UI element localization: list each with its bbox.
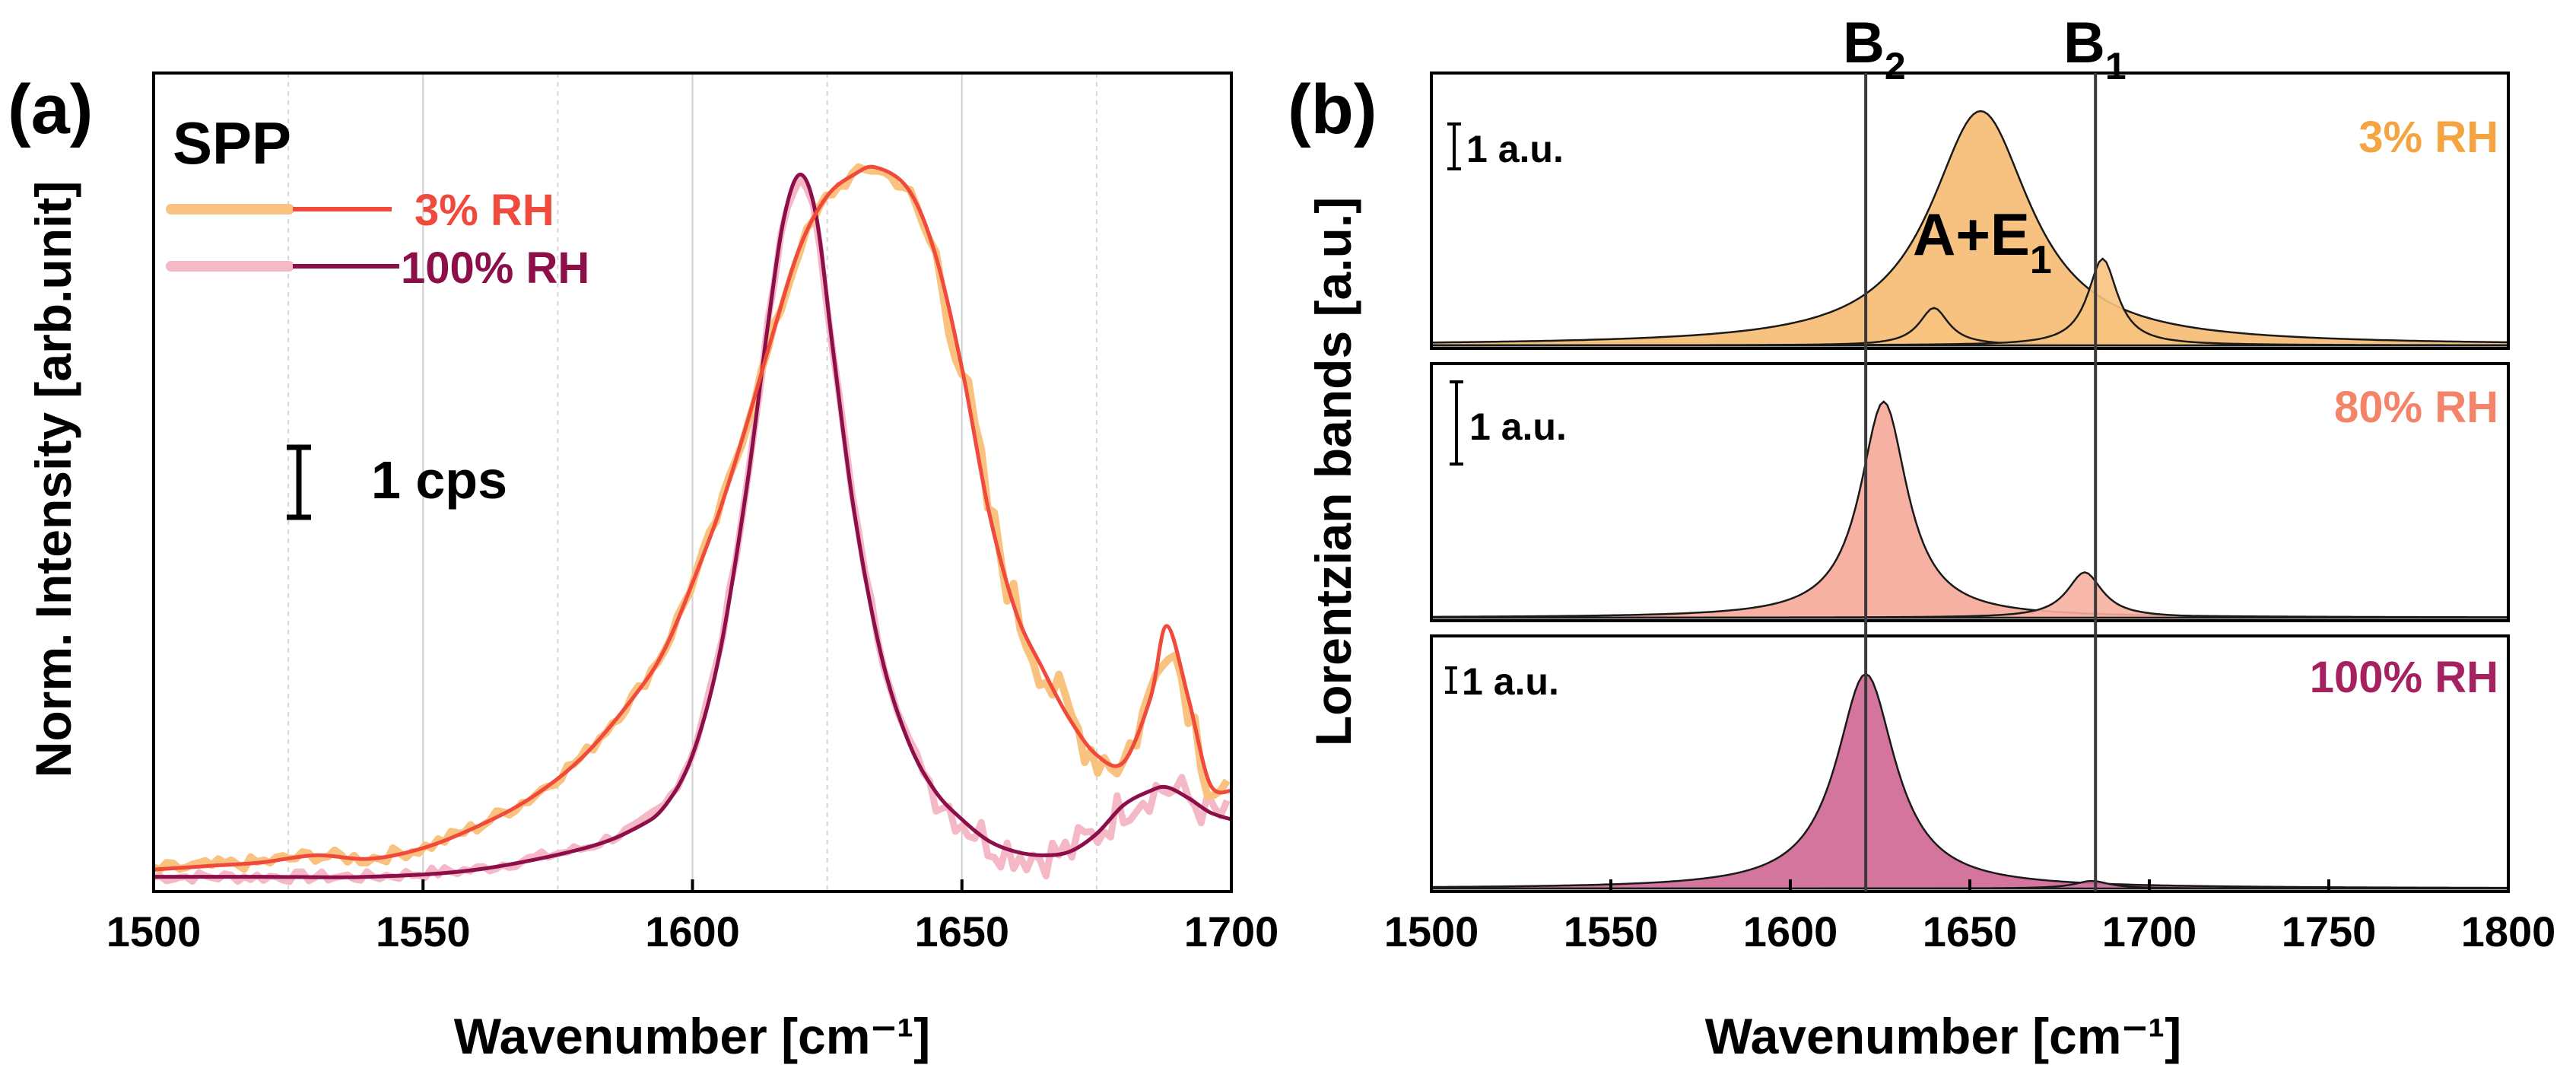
lorentzian-band — [1430, 571, 2510, 619]
ref-label-b2: B2 — [1843, 11, 1906, 87]
x-tick-label: 1550 — [1564, 908, 1659, 955]
scale-bar-label: 1 cps — [371, 450, 507, 510]
x-tick-label: 1500 — [106, 908, 202, 955]
panel-b-x-ticks: 1500 1550 1600 1650 1700 1750 1800 — [1384, 879, 2556, 955]
panel-a-x-ticks: 1500 1550 1600 1650 1700 — [106, 879, 1279, 955]
scale-bar-label-100rh: 1 a.u. — [1462, 660, 1559, 703]
subplot-3rh — [1430, 72, 2510, 350]
band-label-a-e1: A+E1 — [1913, 201, 2052, 282]
panel-b-subplots — [1430, 72, 2510, 893]
series-100rh-raw — [153, 175, 1231, 885]
legend-label-100rh: 100% RH — [401, 243, 589, 293]
series-100rh-fit — [153, 172, 1232, 879]
panel-b-label: (b) — [1288, 71, 1377, 148]
subplot-80rh — [1430, 362, 2510, 622]
x-tick-label: 1750 — [2282, 908, 2377, 955]
lorentzian-band — [1430, 110, 2510, 347]
series-3rh-fit — [153, 164, 1232, 872]
panel-a-scale-bar: 1 cps — [287, 444, 507, 520]
lorentzian-band — [1430, 257, 2510, 347]
panel-b-ylabel: Lorentzian bands [a.u.] — [1305, 197, 1361, 746]
panel-a-xlabel: Wavenumber [cm⁻¹] — [454, 1008, 930, 1064]
subplot-frame — [1430, 72, 2510, 350]
panel-b: (b) B2 B1 1500 1550 1600 1650 1700 1750 1800 A… — [1288, 11, 2555, 1064]
lorentzian-band — [1430, 400, 2510, 619]
panel-a: (a) 1500 1550 1600 1650 1700 SPP 3% RH 100% … — [8, 71, 1278, 1064]
x-tick-label: 1550 — [376, 908, 471, 955]
panel-a-ylabel: Norm. Intensity [arb.unit] — [25, 181, 81, 778]
subplot-scale-bar-100rh: 1 a.u. — [1445, 660, 1559, 703]
subplot-label-100rh: 100% RH — [2310, 653, 2498, 702]
subplot-label-80rh: 80% RH — [2334, 383, 2498, 432]
subplot-scale-bar-80rh: 1 a.u. — [1450, 380, 1567, 466]
x-tick-label: 1650 — [914, 908, 1009, 955]
panel-b-reference-lines — [1864, 73, 2098, 892]
panel-a-title: SPP — [173, 110, 291, 176]
x-tick-label: 1600 — [645, 908, 740, 955]
x-tick-label: 1800 — [2461, 908, 2556, 955]
x-tick-label: 1500 — [1384, 908, 1479, 955]
x-tick-label: 1700 — [2102, 908, 2197, 955]
x-tick-label: 1700 — [1184, 908, 1279, 955]
x-tick-label: 1650 — [1923, 908, 2018, 955]
panel-a-label: (a) — [8, 71, 93, 148]
panel-a-legend: 3% RH 100% RH — [166, 186, 589, 293]
ref-label-b1: B1 — [2063, 11, 2127, 87]
x-tick-label: 1600 — [1743, 908, 1838, 955]
subplot-label-3rh: 3% RH — [2358, 113, 2498, 162]
lorentzian-band — [1430, 672, 2510, 890]
panel-a-series — [152, 163, 1232, 885]
panel-b-xlabel: Wavenumber [cm⁻¹] — [1705, 1008, 2181, 1064]
lorentzian-band — [1430, 879, 2510, 890]
legend-label-3rh: 3% RH — [415, 186, 554, 235]
scale-bar-label-3rh: 1 a.u. — [1466, 128, 1564, 170]
scale-bar-label-80rh: 1 a.u. — [1469, 405, 1567, 448]
subplot-scale-bar-3rh: 1 a.u. — [1447, 122, 1564, 170]
subplot-frame — [1430, 362, 2510, 622]
